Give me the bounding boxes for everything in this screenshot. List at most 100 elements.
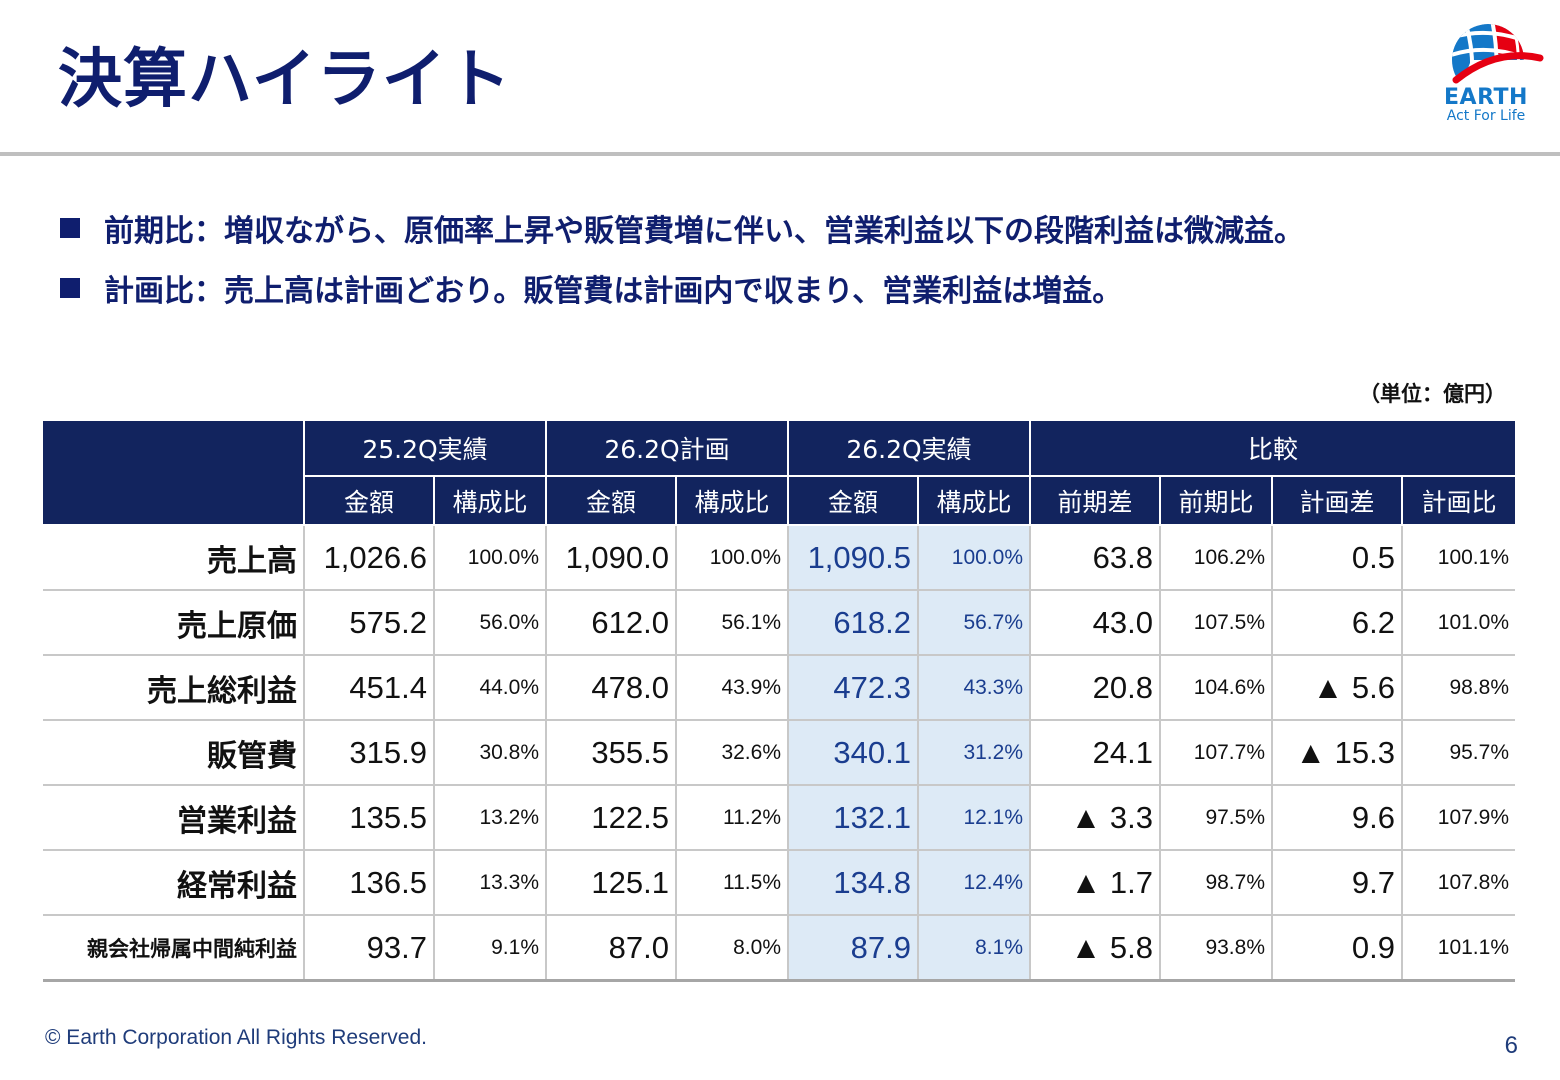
cell-value: 100.1% xyxy=(1402,524,1515,591)
cell-value: 30.8% xyxy=(434,720,547,786)
cell-value: 13.3% xyxy=(434,850,547,916)
cell-value: 100.0% xyxy=(918,524,1031,591)
group-header-fy26-actual: 26.2Q実績 xyxy=(788,421,1031,477)
cell-value: ▲ 5.8 xyxy=(1030,915,1161,982)
sub-header-amount: 金額 xyxy=(304,476,435,526)
cell-value: 101.0% xyxy=(1402,590,1515,656)
cell-value: 11.2% xyxy=(676,785,789,851)
cell-value: 107.9% xyxy=(1402,785,1515,851)
cell-value: 1,090.5 xyxy=(788,524,919,591)
cell-value: 9.6 xyxy=(1272,785,1403,851)
bullet-vs-plan: 計画比：売上高は計画どおり。販管費は計画内で収まり、営業利益は増益。 xyxy=(60,258,1304,318)
sub-header-plan-diff: 計画差 xyxy=(1272,476,1403,526)
sub-header-row: 金額 構成比 金額 構成比 金額 構成比 前期差 前期比 計画差 計画比 xyxy=(43,476,1515,526)
cell-value: 56.0% xyxy=(434,590,547,656)
cell-value: ▲ 15.3 xyxy=(1272,720,1403,786)
group-header-row: 25.2Q実績 26.2Q計画 26.2Q実績 比較 xyxy=(43,421,1515,526)
sub-header-yoy-ratio: 前期比 xyxy=(1160,476,1273,526)
row-label: 経常利益 xyxy=(43,850,305,916)
cell-value: 9.1% xyxy=(434,915,547,982)
cell-value: 132.1 xyxy=(788,785,919,851)
cell-value: 56.1% xyxy=(676,590,789,656)
cell-value: 575.2 xyxy=(304,590,435,656)
sub-header-amount: 金額 xyxy=(788,476,919,526)
page-number: 6 xyxy=(1504,1032,1518,1059)
row-label: 売上総利益 xyxy=(43,655,305,721)
cell-value: 9.7 xyxy=(1272,850,1403,916)
cell-value: 136.5 xyxy=(304,850,435,916)
cell-value: 43.0 xyxy=(1030,590,1161,656)
sub-header-plan-ratio: 計画比 xyxy=(1402,476,1515,526)
cell-value: 24.1 xyxy=(1030,720,1161,786)
cell-value: 87.9 xyxy=(788,915,919,982)
table-row: 親会社帰属中間純利益 93.7 9.1% 87.0 8.0% 87.9 8.1%… xyxy=(43,915,1515,982)
cell-value: 134.8 xyxy=(788,850,919,916)
page-title: 決算ハイライト xyxy=(58,43,512,117)
cell-value: 355.5 xyxy=(546,720,677,786)
logo-wordmark: EARTH xyxy=(1444,85,1528,110)
cell-value: 43.9% xyxy=(676,655,789,721)
row-label: 売上高 xyxy=(43,524,305,591)
cell-value: 98.7% xyxy=(1160,850,1273,916)
group-header-fy25-actual: 25.2Q実績 xyxy=(304,421,547,477)
cell-value: 340.1 xyxy=(788,720,919,786)
table-row: 販管費 315.9 30.8% 355.5 32.6% 340.1 31.2% … xyxy=(43,720,1515,786)
table-row: 売上総利益 451.4 44.0% 478.0 43.9% 472.3 43.3… xyxy=(43,655,1515,721)
row-label: 親会社帰属中間純利益 xyxy=(43,915,305,982)
title-divider xyxy=(0,152,1560,156)
cell-value: 0.5 xyxy=(1272,524,1403,591)
sub-header-ratio: 構成比 xyxy=(676,476,789,526)
cell-value: 100.0% xyxy=(676,524,789,591)
bullet-vs-plan-text: 計画比：売上高は計画どおり。販管費は計画内で収まり、営業利益は増益。 xyxy=(104,274,1123,309)
cell-value: 6.2 xyxy=(1272,590,1403,656)
cell-value: 135.5 xyxy=(304,785,435,851)
row-label: 販管費 xyxy=(43,720,305,786)
cell-value: 12.4% xyxy=(918,850,1031,916)
cell-value: ▲ 3.3 xyxy=(1030,785,1161,851)
cell-value: 93.7 xyxy=(304,915,435,982)
cell-value: 618.2 xyxy=(788,590,919,656)
sub-header-yoy-diff: 前期差 xyxy=(1030,476,1161,526)
cell-value: 8.1% xyxy=(918,915,1031,982)
cell-value: 107.7% xyxy=(1160,720,1273,786)
cell-value: 1,026.6 xyxy=(304,524,435,591)
cell-value: 44.0% xyxy=(434,655,547,721)
cell-value: 315.9 xyxy=(304,720,435,786)
cell-value: 478.0 xyxy=(546,655,677,721)
sub-header-amount: 金額 xyxy=(546,476,677,526)
cell-value: 8.0% xyxy=(676,915,789,982)
cell-value: 122.5 xyxy=(546,785,677,851)
cell-value: 107.5% xyxy=(1160,590,1273,656)
cell-value: 11.5% xyxy=(676,850,789,916)
square-bullet-icon xyxy=(60,218,80,238)
summary-bullets: 前期比：増収ながら、原価率上昇や販管費増に伴い、営業利益以下の段階利益は微減益。… xyxy=(60,198,1304,318)
bullet-yoy: 前期比：増収ながら、原価率上昇や販管費増に伴い、営業利益以下の段階利益は微減益。 xyxy=(60,198,1304,258)
cell-value: 1,090.0 xyxy=(546,524,677,591)
table-row: 経常利益 136.5 13.3% 125.1 11.5% 134.8 12.4%… xyxy=(43,850,1515,916)
logo-tagline: Act For Life xyxy=(1446,108,1526,124)
cell-value: 472.3 xyxy=(788,655,919,721)
row-label: 営業利益 xyxy=(43,785,305,851)
cell-value: 104.6% xyxy=(1160,655,1273,721)
sub-header-ratio: 構成比 xyxy=(434,476,547,526)
corner-header-cell xyxy=(43,421,305,526)
cell-value: 97.5% xyxy=(1160,785,1273,851)
row-label: 売上原価 xyxy=(43,590,305,656)
cell-value: 87.0 xyxy=(546,915,677,982)
cell-value: 101.1% xyxy=(1402,915,1515,982)
table-row: 売上原価 575.2 56.0% 612.0 56.1% 618.2 56.7%… xyxy=(43,590,1515,656)
cell-value: 0.9 xyxy=(1272,915,1403,982)
cell-value: 43.3% xyxy=(918,655,1031,721)
cell-value: 20.8 xyxy=(1030,655,1161,721)
bullet-yoy-text: 前期比：増収ながら、原価率上昇や販管費増に伴い、営業利益以下の段階利益は微減益。 xyxy=(104,214,1304,249)
cell-value: 32.6% xyxy=(676,720,789,786)
cell-value: ▲ 1.7 xyxy=(1030,850,1161,916)
cell-value: 93.8% xyxy=(1160,915,1273,982)
cell-value: 56.7% xyxy=(918,590,1031,656)
table-row: 売上高 1,026.6 100.0% 1,090.0 100.0% 1,090.… xyxy=(43,524,1515,591)
copyright-footer: © Earth Corporation All Rights Reserved. xyxy=(45,1026,427,1049)
cell-value: 12.1% xyxy=(918,785,1031,851)
cell-value: 107.8% xyxy=(1402,850,1515,916)
earth-globe-logo-icon xyxy=(1452,24,1544,96)
cell-value: 95.7% xyxy=(1402,720,1515,786)
